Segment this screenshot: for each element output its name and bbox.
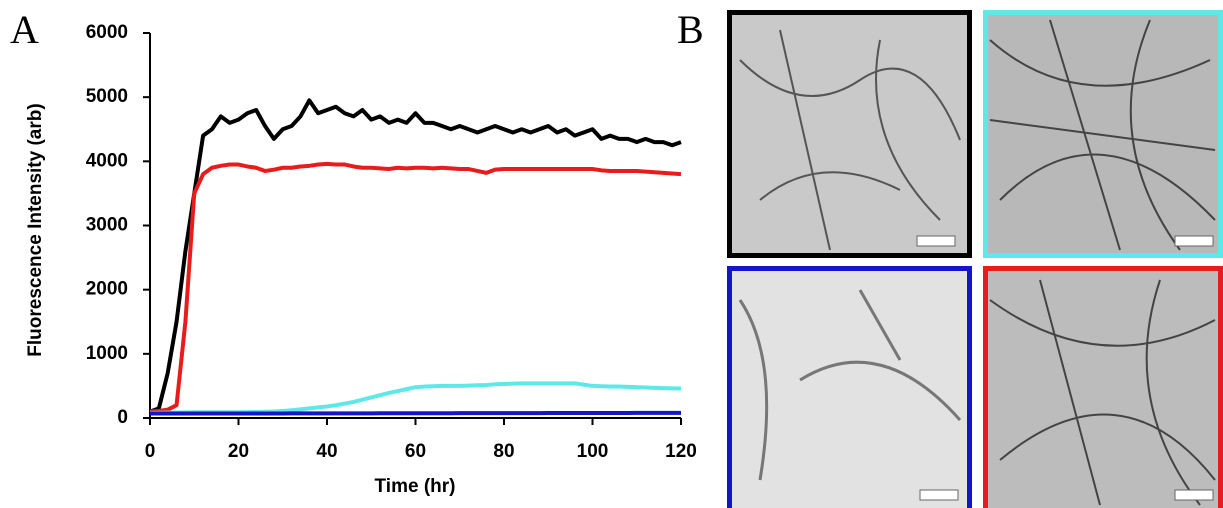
y-tick-label: 6000 xyxy=(86,22,128,43)
micrograph xyxy=(983,266,1223,508)
y-tick-label: 3000 xyxy=(86,215,128,236)
panel-label: A xyxy=(10,7,39,52)
fibril-texture xyxy=(738,289,962,481)
x-tick-label: 0 xyxy=(145,441,156,462)
x-tick-label: 120 xyxy=(665,441,697,462)
series-line xyxy=(149,98,682,414)
x-axis-title: Time (hr) xyxy=(375,476,456,497)
micrograph xyxy=(983,10,1223,258)
y-tick-label: 1000 xyxy=(86,343,128,364)
scale-bar xyxy=(919,489,959,501)
y-tick-label: 4000 xyxy=(86,150,128,171)
x-tick-label: 60 xyxy=(405,441,426,462)
panel-label: B xyxy=(677,7,704,52)
micrograph xyxy=(727,10,972,258)
x-tick-label: 40 xyxy=(316,441,337,462)
y-tick-label: 5000 xyxy=(86,86,128,107)
fibril-texture xyxy=(739,29,961,251)
series-line xyxy=(149,381,682,415)
micrographs xyxy=(727,10,1223,508)
x-tick-label: 80 xyxy=(493,441,514,462)
series-line xyxy=(150,410,681,416)
fibril-texture xyxy=(989,279,1216,506)
scale-bar xyxy=(1174,235,1214,247)
scale-bar xyxy=(916,235,956,247)
y-tick-label: 0 xyxy=(117,407,128,428)
micrograph xyxy=(727,266,972,508)
x-tick-label: 20 xyxy=(228,441,249,462)
series-line xyxy=(149,161,682,414)
y-tick-label: 2000 xyxy=(86,279,128,300)
x-tick-label: 100 xyxy=(577,441,609,462)
scale-bar xyxy=(1174,489,1214,501)
y-axis-title: Fluorescence Intensity (arb) xyxy=(25,103,46,356)
fibril-texture xyxy=(989,19,1216,251)
